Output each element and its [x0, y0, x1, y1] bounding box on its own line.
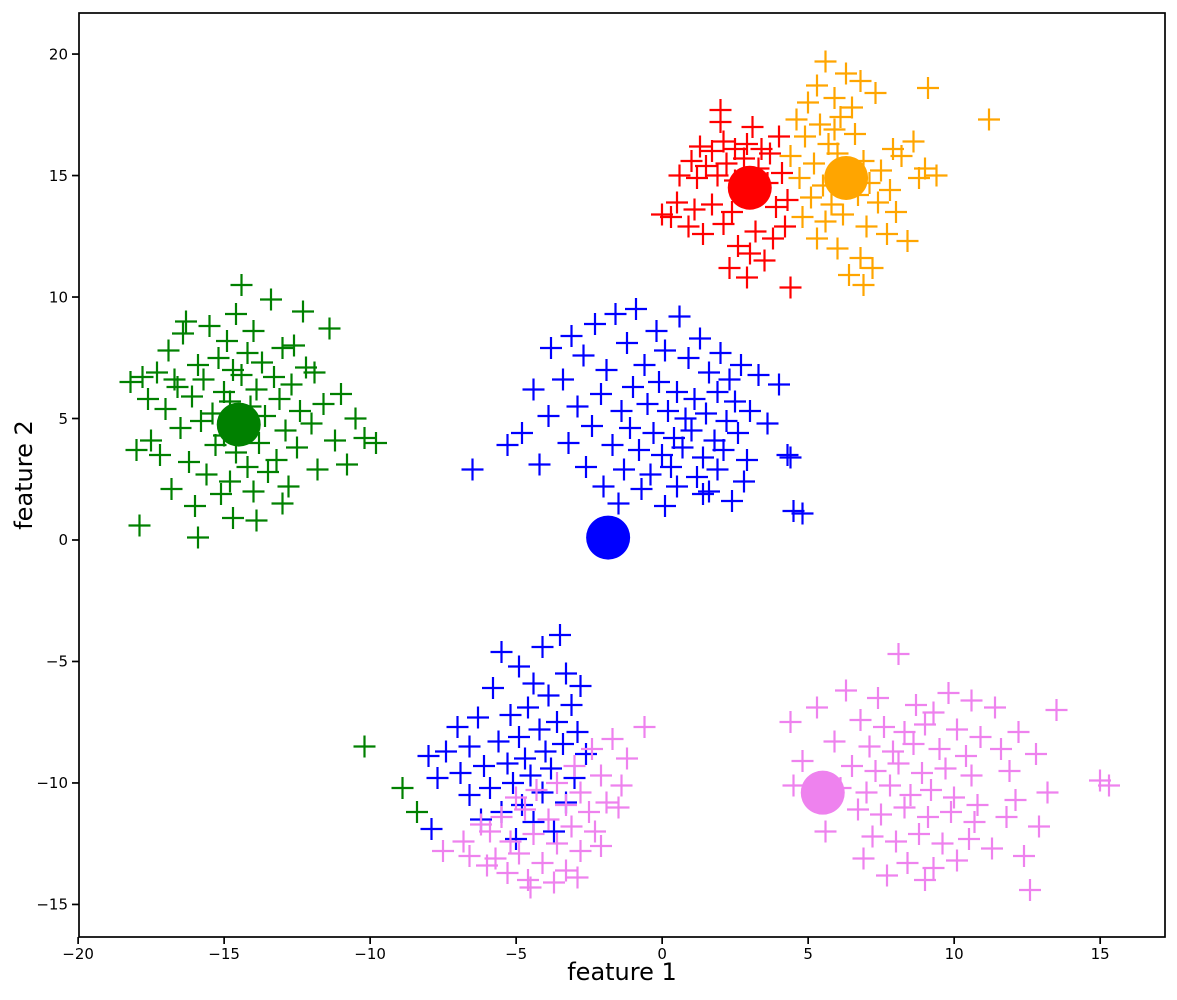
x-tick-label: 10 — [945, 945, 964, 963]
y-tick-label: −5 — [46, 653, 68, 671]
centroids — [216, 155, 869, 815]
x-tick-label: −5 — [505, 945, 527, 963]
x-tick-label: 5 — [803, 945, 813, 963]
y-tick-label: −15 — [36, 896, 68, 914]
y-tick-label: −10 — [36, 774, 68, 792]
series-cluster-orange — [779, 50, 1000, 296]
series-cluster-green — [119, 274, 428, 823]
y-axis-label: feature 2 — [10, 420, 38, 530]
y-axis-ticks: −15 −10 −5 0 5 10 15 20 — [36, 45, 79, 914]
y-tick-label: 5 — [58, 410, 68, 428]
y-tick-label: 10 — [49, 288, 68, 306]
x-tick-label: −20 — [62, 945, 94, 963]
x-tick-label: −15 — [208, 945, 240, 963]
x-tick-label: 15 — [1091, 945, 1110, 963]
x-axis-ticks: −20 −15 −10 −5 0 5 10 15 — [62, 937, 1110, 963]
x-tick-label: −10 — [354, 945, 386, 963]
y-tick-label: 15 — [49, 167, 68, 185]
centroid-green — [216, 402, 261, 447]
y-tick-label: 0 — [58, 531, 68, 549]
x-tick-label: 0 — [657, 945, 667, 963]
y-tick-label: 20 — [49, 45, 68, 63]
series-cluster-red — [651, 99, 802, 299]
x-axis-label: feature 1 — [567, 958, 677, 986]
series-cluster-blue — [417, 298, 814, 850]
plot-spines — [78, 12, 1166, 938]
centroid-red — [727, 165, 772, 210]
centroid-blue — [586, 515, 631, 560]
centroid-violet — [800, 770, 845, 815]
centroid-orange — [824, 155, 869, 200]
series-cluster-violet — [432, 643, 1120, 901]
